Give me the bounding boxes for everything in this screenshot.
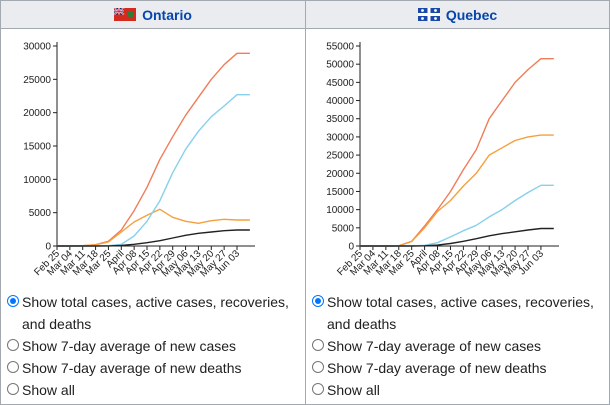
ontario-options: Show total cases, active cases, recoveri… — [1, 291, 305, 401]
y-tick-label: 20000 — [23, 108, 51, 119]
y-tick-label: 5000 — [29, 208, 52, 219]
quebec-options: Show total cases, active cases, recoveri… — [306, 291, 609, 401]
radio-button[interactable] — [7, 339, 19, 351]
y-tick-label: 10000 — [326, 205, 354, 216]
y-tick-label: 50000 — [326, 60, 354, 71]
series-line-deaths — [360, 227, 554, 247]
radio-button[interactable] — [312, 361, 324, 373]
y-tick-label: 20000 — [326, 169, 354, 180]
ontario-title-link[interactable]: Ontario — [142, 6, 192, 23]
y-tick-label: 55000 — [326, 42, 354, 53]
y-tick-label: 30000 — [326, 132, 354, 143]
series-line-active — [56, 208, 250, 247]
option-avg-new-cases[interactable]: Show 7-day average of new cases — [310, 335, 609, 357]
y-tick-label: 45000 — [326, 78, 354, 89]
option-total-cases[interactable]: Show total cases, active cases, recoveri… — [310, 291, 609, 335]
series-line-total — [360, 58, 554, 247]
panel-header: Ontario — [1, 1, 305, 29]
series-line-active — [360, 134, 554, 247]
y-tick-label: 0 — [45, 242, 51, 253]
radio-button[interactable] — [7, 361, 19, 373]
radio-button[interactable] — [312, 383, 324, 395]
quebec-title-link[interactable]: Quebec — [445, 6, 498, 23]
quebec-flag-icon — [417, 8, 440, 21]
panel-header: Quebec — [306, 1, 609, 29]
quebec-panel: Quebec 0 5000 10000 15000 20000 25000 30000 350… — [305, 0, 610, 405]
y-tick-label: 0 — [348, 242, 354, 253]
series-line-recovered — [57, 94, 250, 247]
y-tick-label: 25000 — [23, 75, 51, 86]
ontario-panel: Ontario 0 5000 10000 15000 20000 25000 30000 Fe… — [0, 0, 305, 405]
y-tick-label: 30000 — [23, 42, 51, 53]
y-tick-label: 10000 — [23, 175, 51, 186]
option-avg-new-cases[interactable]: Show 7-day average of new cases — [5, 335, 305, 357]
option-avg-new-deaths[interactable]: Show 7-day average of new deaths — [310, 357, 609, 379]
y-tick-label: 5000 — [332, 223, 355, 234]
y-tick-label: 15000 — [23, 142, 51, 153]
quebec-chart: 0 5000 10000 15000 20000 25000 30000 35000 40000… — [326, 42, 559, 279]
radio-button[interactable] — [312, 295, 324, 307]
radio-button[interactable] — [7, 295, 19, 307]
series-line-recovered — [360, 184, 554, 247]
option-show-all[interactable]: Show all — [310, 379, 609, 401]
option-show-all[interactable]: Show all — [5, 379, 305, 401]
series-line-total — [56, 52, 250, 247]
y-tick-label: 25000 — [326, 151, 354, 162]
y-tick-label: 15000 — [326, 187, 354, 198]
series-line-deaths — [57, 229, 250, 247]
option-avg-new-deaths[interactable]: Show 7-day average of new deaths — [5, 357, 305, 379]
y-tick-label: 40000 — [326, 96, 354, 107]
y-tick-label: 35000 — [326, 114, 354, 125]
radio-button[interactable] — [7, 383, 19, 395]
option-total-cases[interactable]: Show total cases, active cases, recoveri… — [5, 291, 305, 335]
radio-button[interactable] — [312, 339, 324, 351]
ontario-flag-icon — [114, 8, 137, 21]
